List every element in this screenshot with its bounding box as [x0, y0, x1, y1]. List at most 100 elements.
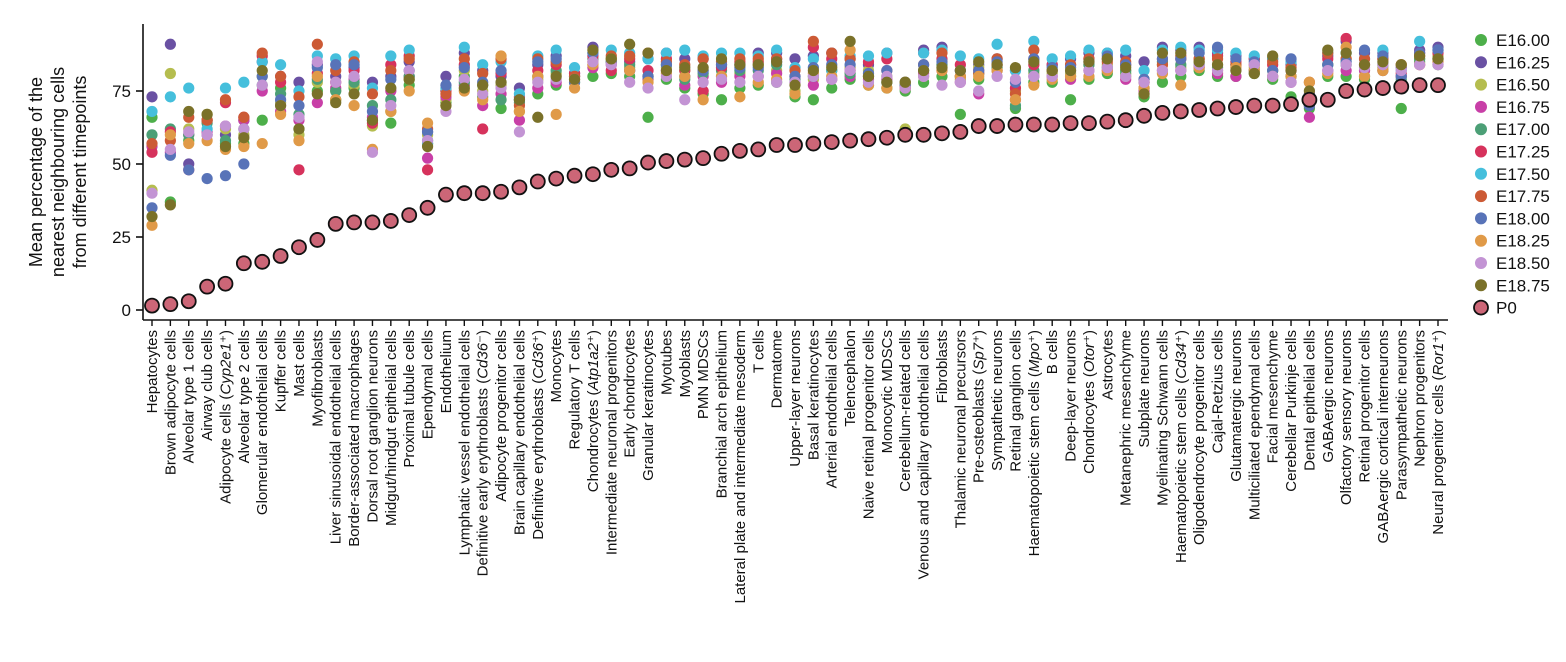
timepoint-point: E18.50 — [624, 76, 636, 88]
timepoint-point: E18.75 — [1193, 56, 1205, 68]
timepoint-point: E18.75 — [550, 70, 562, 82]
timepoint-point: E18.75 — [1230, 64, 1242, 77]
p0-point — [474, 185, 491, 202]
timepoint-point: E16.00 — [715, 94, 728, 106]
timepoint-point: E18.50 — [1248, 59, 1260, 71]
timepoint-point: E18.50 — [385, 100, 397, 112]
timepoint-point: E17.50 — [1064, 50, 1077, 62]
timepoint-point: E16.00 — [642, 111, 654, 123]
timepoint-point: E17.50 — [550, 44, 562, 56]
timepoint-point: E18.50 — [348, 70, 360, 82]
timepoint-point: E18.25 — [513, 105, 526, 118]
timepoint-point: E16.25 — [146, 91, 158, 103]
timepoint-point: E18.75 — [146, 210, 158, 223]
x-tick-label: Glomerular endothelial cells — [254, 330, 271, 515]
p0-point — [1172, 103, 1189, 120]
legend-marker — [1475, 234, 1487, 247]
timepoint-point: E18.50 — [256, 79, 268, 91]
timepoint-point: E16.00 — [495, 102, 507, 115]
x-tick-label: Multiciliated ependymal cells — [1246, 330, 1263, 520]
p0-point — [1099, 113, 1116, 130]
legend-marker — [1475, 190, 1487, 203]
timepoint-point: E17.00 — [495, 94, 507, 106]
timepoint-point: E16.00 — [1064, 94, 1077, 106]
timepoint-point: E18.50 — [146, 187, 158, 199]
timepoint-point: E18.25 — [403, 85, 415, 97]
timepoint-point: E18.25 — [1358, 70, 1371, 82]
legend-marker — [1475, 145, 1487, 158]
p0-point — [529, 173, 546, 190]
timepoint-point: E17.50 — [1028, 35, 1040, 47]
legend-marker — [1475, 123, 1487, 136]
p0-point — [1209, 100, 1226, 117]
timepoint-point: E18.25 — [348, 100, 360, 112]
p0-point — [1007, 116, 1024, 133]
timepoint-point: E18.75 — [936, 62, 948, 74]
x-tick-label: Cajal-Retzius cells — [1210, 330, 1227, 453]
timepoint-point: E17.50 — [403, 44, 415, 56]
timepoint-point: E18.75 — [660, 64, 673, 77]
timepoint-point: E18.00 — [1285, 53, 1297, 65]
y-tick-label: 75 — [112, 82, 131, 101]
timepoint-point: E18.50 — [330, 76, 342, 88]
timepoint-point: E16.75 — [1303, 111, 1315, 123]
legend-label: E17.00 — [1496, 120, 1550, 139]
timepoint-point: E18.25 — [624, 64, 636, 77]
y-tick-label: 0 — [122, 301, 131, 320]
timepoint-point: E18.50 — [1083, 64, 1095, 77]
timepoint-point: E18.25 — [697, 94, 709, 106]
p0-point — [860, 131, 877, 148]
p0-point — [254, 253, 271, 270]
timepoint-point: E17.75 — [366, 88, 379, 100]
timepoint-point: E18.75 — [844, 35, 856, 47]
timepoint-point: E18.50 — [1340, 59, 1352, 71]
timepoint-point: E18.50 — [513, 126, 526, 138]
timepoint-point: E17.75 — [1028, 44, 1040, 56]
legend-marker — [1475, 56, 1487, 69]
timepoint-point: E18.25 — [679, 70, 691, 82]
x-tick-label: Haematopoietic stem cells (Cd34⁺) — [1173, 330, 1190, 563]
timepoint-point: E16.25 — [164, 38, 176, 50]
timepoint-point: E18.75 — [642, 47, 654, 59]
timepoint-point: E16.75 — [513, 114, 526, 126]
p0-point — [1301, 91, 1318, 108]
timepoint-point: E18.00 — [550, 53, 562, 65]
timepoint-point: E18.00 — [146, 202, 158, 214]
timepoint-point: E18.50 — [697, 76, 709, 88]
x-tick-label: Airway club cells — [199, 330, 216, 441]
timepoint-point: E18.75 — [605, 53, 617, 65]
timepoint-point: E18.25 — [789, 88, 801, 100]
timepoint-point: E16.00 — [1395, 102, 1407, 115]
timepoint-point: E18.00 — [385, 73, 397, 85]
timepoint-point: E18.50 — [293, 111, 305, 123]
timepoint-point: E16.50 — [164, 67, 176, 80]
x-tick-label: Brown adipocyte cells — [162, 330, 179, 475]
x-tick-label: Dermatome — [769, 330, 786, 408]
p0-point — [731, 142, 748, 159]
timepoint-point: E18.50 — [752, 70, 764, 82]
timepoint-point: E18.75 — [330, 97, 342, 109]
timepoint-point: E18.50 — [1138, 76, 1150, 88]
p0-point — [511, 179, 528, 196]
p0-point — [1044, 116, 1061, 133]
p0-point — [970, 118, 987, 134]
timepoint-point: E18.25 — [1009, 94, 1022, 106]
timepoint-point: E18.75 — [1322, 44, 1334, 56]
legend-label: E18.50 — [1496, 254, 1550, 273]
x-tick-label: Fibroblasts — [934, 330, 951, 403]
timepoint-point: E17.75 — [293, 91, 305, 103]
timepoint-point: E17.00 — [146, 129, 158, 141]
x-tick-label: Upper-layer neurons — [787, 330, 804, 467]
timepoint-point: E18.25 — [275, 108, 287, 120]
timepoint-point: E18.50 — [844, 64, 856, 77]
timepoint-point: E18.75 — [771, 56, 783, 68]
timepoint-point: E18.50 — [532, 76, 544, 88]
timepoint-point: E16.00 — [256, 114, 268, 126]
timepoint-point: E18.50 — [1156, 64, 1169, 77]
timepoint-point: E18.00 — [348, 59, 360, 71]
timepoint-point: E18.75 — [954, 64, 966, 77]
timepoint-point: E18.25 — [734, 91, 746, 103]
timepoint-point: E18.50 — [826, 73, 838, 85]
legend-label: E17.50 — [1496, 165, 1550, 184]
